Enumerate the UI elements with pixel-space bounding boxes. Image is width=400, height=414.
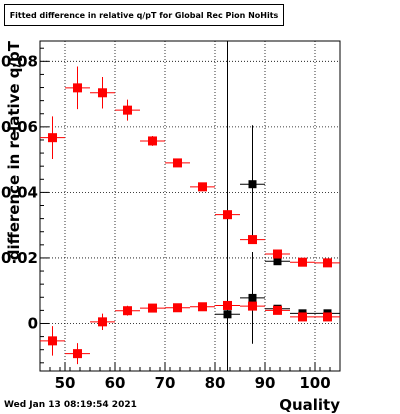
point-marker — [48, 336, 57, 346]
data-point — [240, 235, 265, 245]
point-marker — [248, 293, 257, 302]
y-tick-label: 0 — [28, 314, 38, 332]
data-point — [265, 257, 290, 266]
x-tick-label: 50 — [55, 374, 76, 392]
point-marker — [198, 302, 207, 312]
data-point — [215, 210, 240, 220]
data-point — [215, 41, 240, 371]
y-tick-label: 0.06 — [1, 118, 38, 136]
point-marker — [123, 105, 132, 115]
chart-title-box: Fitted difference in relative q/pT for G… — [4, 4, 284, 26]
data-point — [290, 257, 315, 267]
data-point — [290, 312, 315, 322]
data-point — [140, 136, 165, 146]
data-point — [240, 301, 265, 311]
data-point — [90, 77, 115, 109]
x-tick-label: 100 — [299, 374, 330, 392]
point-marker — [248, 235, 257, 245]
point-marker — [273, 305, 282, 315]
point-marker — [223, 300, 232, 310]
point-marker — [273, 257, 282, 266]
point-marker — [248, 180, 257, 189]
plot-frame — [39, 40, 341, 372]
point-marker — [98, 88, 107, 98]
y-tick-label: 0.04 — [1, 183, 38, 201]
y-axis-label: difference in relative q/pT — [5, 40, 23, 260]
data-point — [240, 125, 265, 244]
y-tick-label: 0.08 — [1, 52, 38, 70]
x-tick-label: 60 — [105, 374, 126, 392]
point-marker — [248, 301, 257, 311]
x-tick-label: 80 — [205, 374, 226, 392]
data-point — [140, 303, 165, 313]
chart-title: Fitted difference in relative q/pT for G… — [9, 10, 279, 20]
data-point — [315, 312, 340, 322]
x-tick-label: 90 — [255, 374, 276, 392]
point-marker — [173, 303, 182, 313]
data-point — [65, 343, 90, 365]
data-point — [315, 258, 340, 268]
point-marker — [273, 249, 282, 259]
data-point — [65, 66, 90, 110]
point-marker — [148, 303, 157, 313]
data-point — [115, 99, 140, 121]
point-marker — [323, 258, 332, 268]
point-marker — [223, 210, 232, 220]
data-point — [40, 116, 65, 159]
data-point — [40, 326, 65, 356]
data-point — [165, 303, 190, 313]
data-point — [215, 300, 240, 310]
timestamp: Wed Jan 13 08:19:54 2021 — [4, 400, 137, 410]
point-marker — [123, 306, 132, 316]
point-marker — [98, 317, 107, 327]
point-marker — [223, 310, 232, 319]
data-point — [190, 182, 215, 192]
data-point — [265, 305, 290, 315]
data-point — [90, 313, 115, 331]
x-tick-label: 70 — [155, 374, 176, 392]
data-point — [190, 302, 215, 312]
point-marker — [73, 83, 82, 93]
point-marker — [48, 133, 57, 143]
y-tick-label: 0.02 — [1, 249, 38, 267]
data-point — [265, 249, 290, 259]
point-marker — [298, 312, 307, 322]
data-point — [240, 252, 265, 344]
point-marker — [173, 158, 182, 168]
x-axis-label: Quality — [279, 396, 340, 414]
point-marker — [148, 136, 157, 146]
point-marker — [323, 312, 332, 322]
point-marker — [298, 257, 307, 267]
point-marker — [198, 182, 207, 192]
data-point — [165, 158, 190, 168]
data-point — [115, 305, 140, 316]
point-marker — [73, 349, 82, 359]
